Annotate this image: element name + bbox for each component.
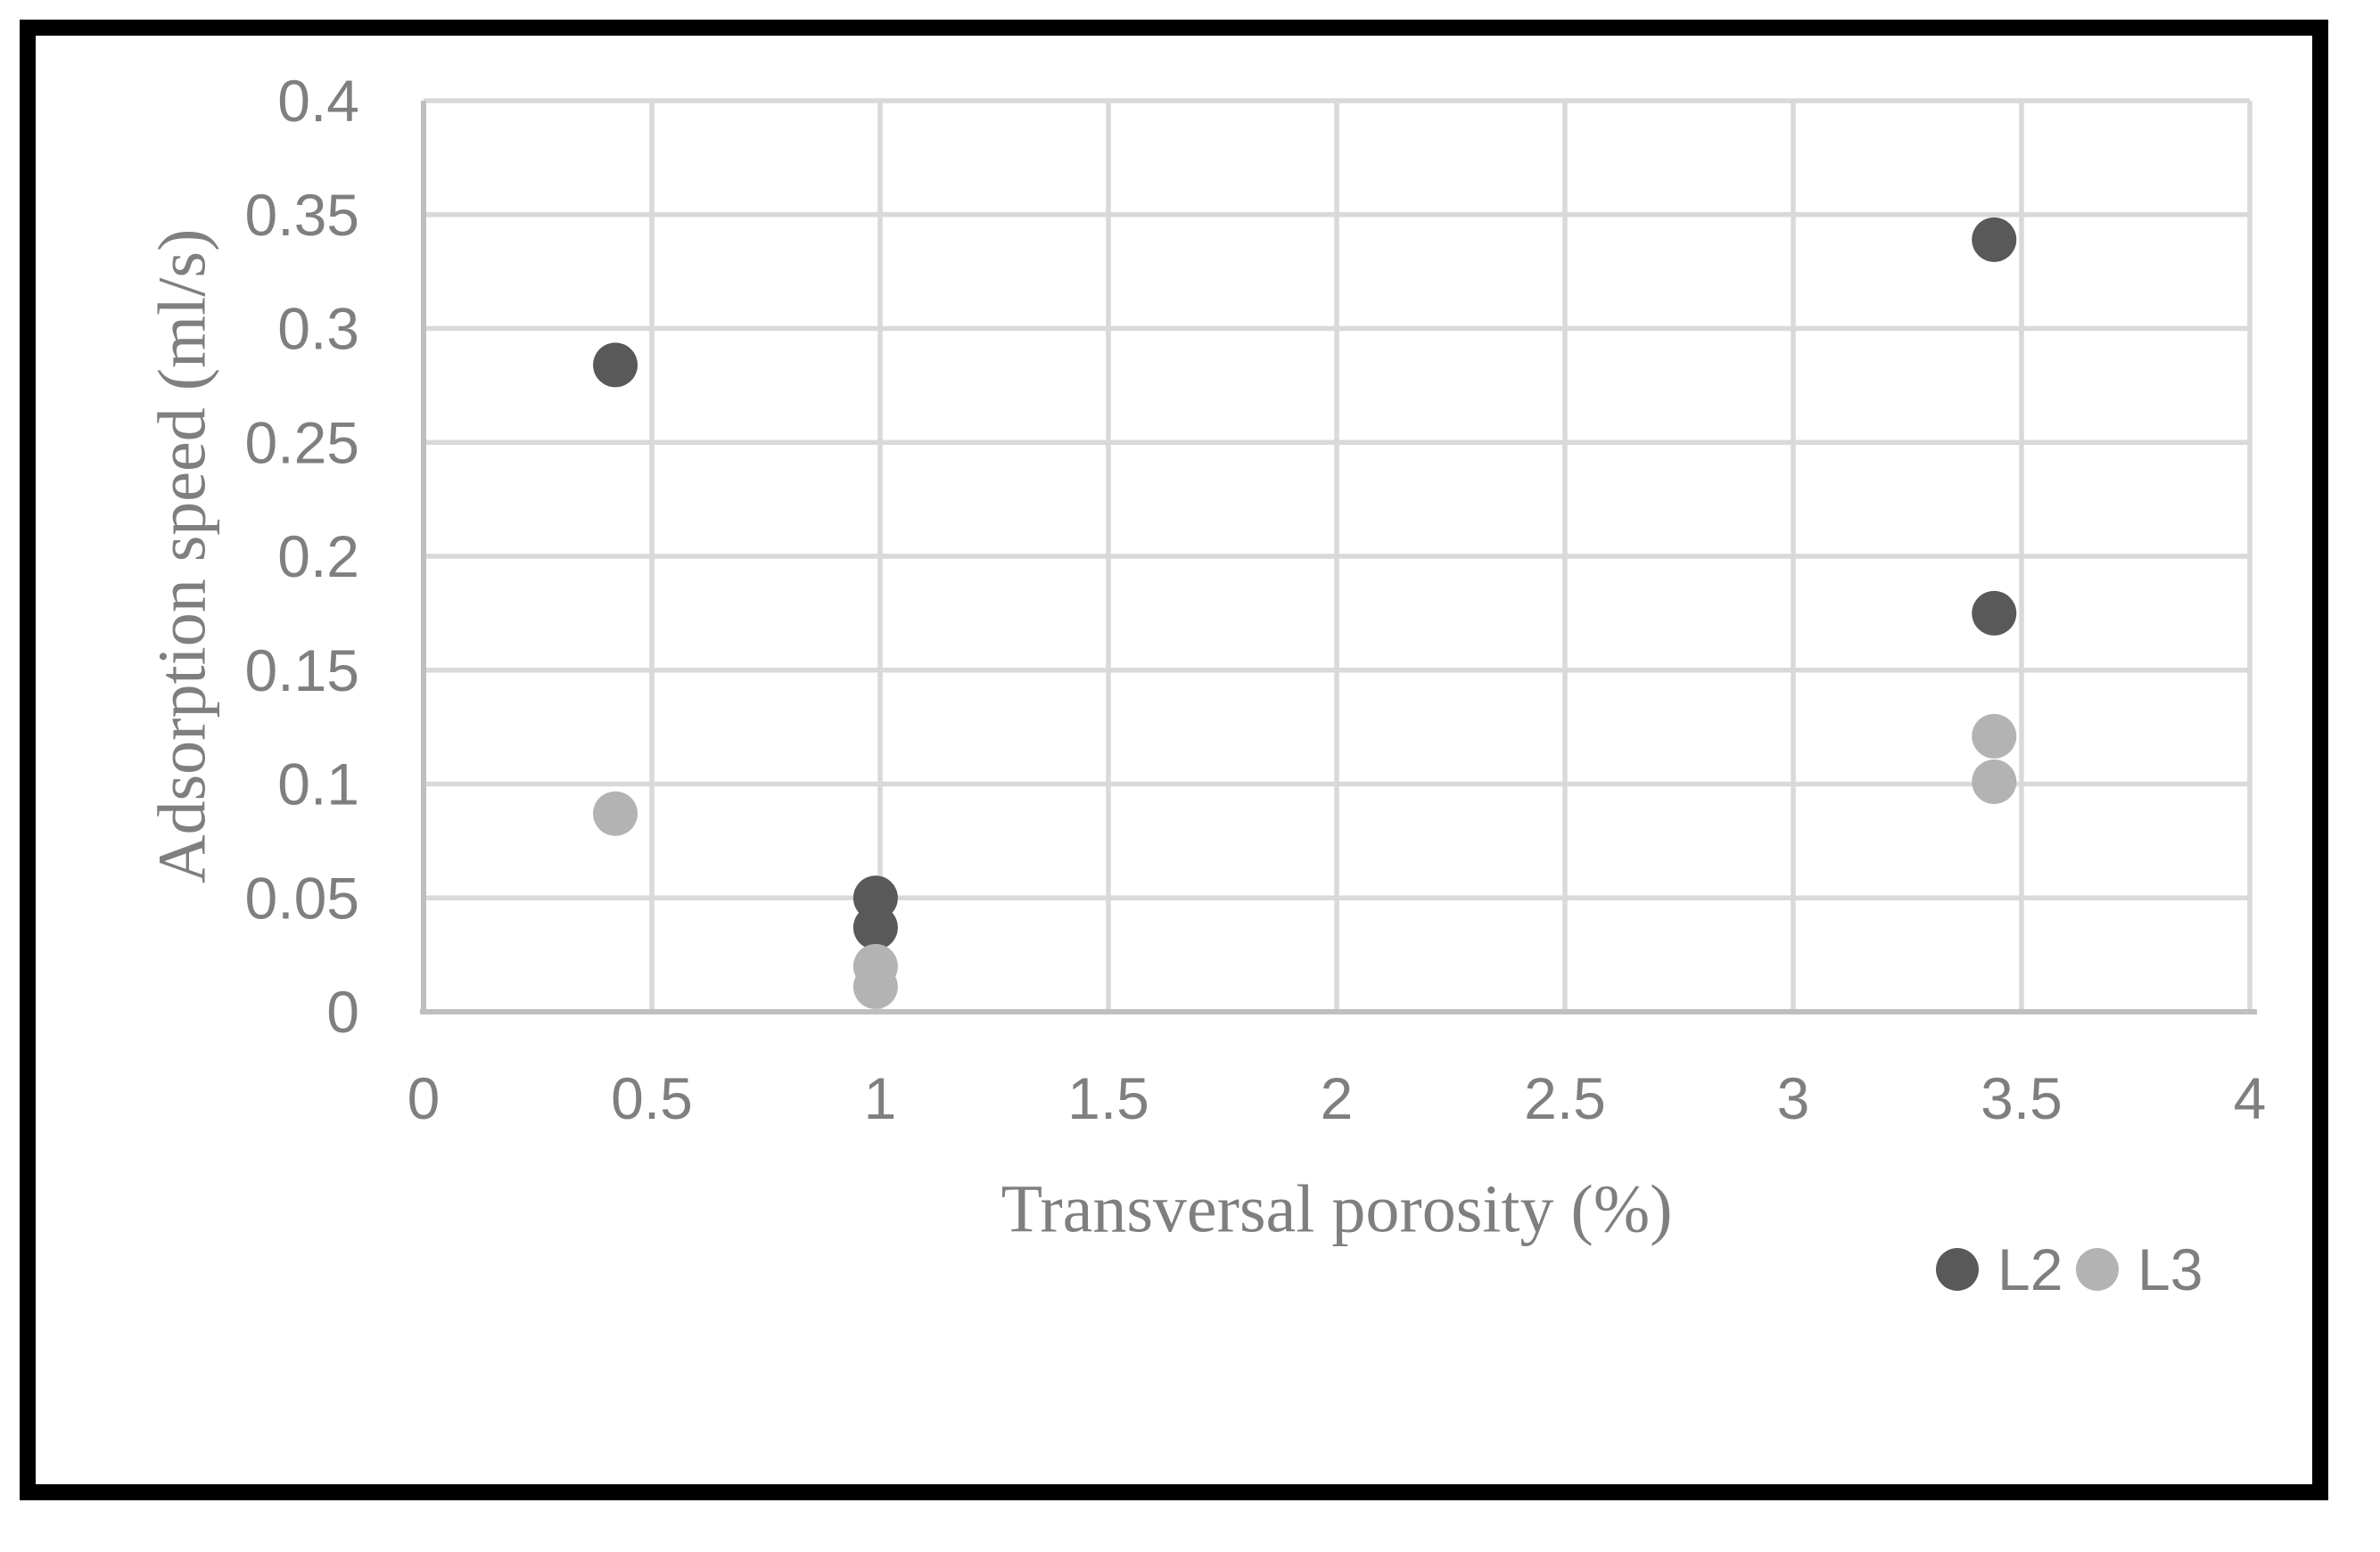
gridlines — [424, 98, 2252, 1012]
y-tick-label: 0.25 — [245, 409, 359, 475]
legend-marker-l3 — [2076, 1248, 2119, 1291]
x-tick-label: 1 — [864, 1065, 897, 1131]
x-tick-label: 3 — [1777, 1065, 1810, 1131]
x-tick-label: 0.5 — [611, 1065, 693, 1131]
legend-label-l2: L2 — [1997, 1236, 2063, 1302]
y-tick-label: 0.15 — [245, 637, 359, 703]
point-l2 — [852, 905, 898, 950]
point-l3 — [593, 791, 638, 836]
axis-lines — [420, 101, 2257, 1014]
y-tick-label: 0.1 — [277, 751, 359, 817]
x-tick-label: 1.5 — [1067, 1065, 1149, 1131]
y-tick-label: 0.4 — [277, 68, 359, 134]
point-l3 — [852, 964, 898, 1009]
point-l3 — [1972, 759, 2017, 804]
x-tick-label: 2 — [1321, 1065, 1354, 1131]
x-tick-label: 3.5 — [1981, 1065, 2063, 1131]
x-tick-label: 0 — [408, 1065, 441, 1131]
legend: L2 L3 — [1936, 1236, 2203, 1302]
y-tick-label: 0.05 — [245, 865, 359, 931]
y-tick-label: 0.35 — [245, 182, 359, 248]
point-l2 — [1972, 217, 2017, 262]
y-tick-label: 0 — [326, 979, 359, 1045]
y-tick-label: 0.3 — [277, 296, 359, 362]
y-tick-label: 0.2 — [277, 523, 359, 589]
data-points — [593, 217, 2017, 1009]
point-l3 — [1972, 713, 2017, 759]
legend-marker-l2 — [1936, 1248, 1979, 1291]
x-tick-label: 2.5 — [1524, 1065, 1606, 1131]
point-l2 — [593, 342, 638, 388]
legend-label-l3: L3 — [2137, 1236, 2203, 1302]
point-l2 — [1972, 590, 2017, 636]
y-axis-title: Adsorption speed (ml/s) — [145, 229, 220, 884]
x-axis-title: Transversal porosity (%) — [1001, 1172, 1673, 1247]
x-tick-label: 4 — [2234, 1065, 2267, 1131]
tick-labels: 0 0.5 1 1.5 2 2.5 3 3.5 4 0 0.05 0.1 0.15 0.2 0.25 0.3 0… — [245, 68, 2267, 1131]
